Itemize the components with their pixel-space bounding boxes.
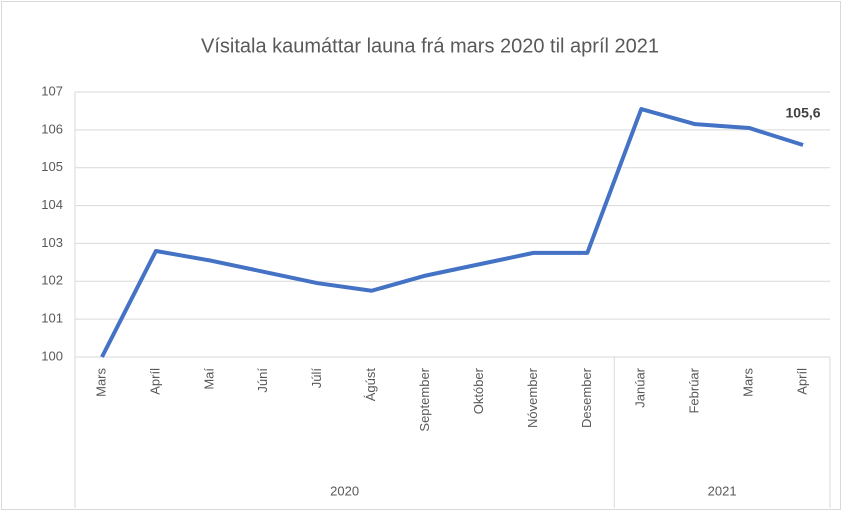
x-tick-label: Maí (201, 368, 216, 390)
y-tick-label: 100 (41, 348, 63, 363)
y-tick-label: 105 (41, 159, 63, 174)
x-tick-label: Febrúar (687, 367, 702, 413)
chart-title: Vísitala kaumáttar launa frá mars 2020 t… (201, 35, 659, 57)
x-tick-label: Júní (255, 368, 270, 393)
x-tick-label: Apríl (147, 368, 162, 395)
x-tick-label: Apríl (794, 368, 809, 395)
x-tick-label: Desember (579, 367, 594, 428)
x-tick-label: Mars (741, 368, 756, 397)
x-tick-label: Janúar (633, 367, 648, 407)
line-series (100, 107, 804, 358)
x-tick-label: Október (471, 367, 486, 414)
y-tick-label: 104 (41, 197, 63, 212)
group-label: 2020 (330, 483, 359, 498)
x-tick-label: Nóvember (525, 367, 540, 428)
y-tick-label: 102 (41, 273, 63, 288)
y-tick-label: 107 (41, 83, 63, 98)
x-tick-label: Ágúst (363, 368, 378, 402)
data-label: 105,6 (786, 105, 821, 121)
y-tick-label: 106 (41, 121, 63, 136)
y-tick-label: 101 (41, 311, 63, 326)
x-tick-label: Mars (93, 368, 108, 397)
group-label: 2021 (708, 483, 737, 498)
x-tick-label: Júlí (309, 368, 324, 389)
x-tick-label: September (417, 367, 432, 431)
y-tick-label: 103 (41, 235, 63, 250)
